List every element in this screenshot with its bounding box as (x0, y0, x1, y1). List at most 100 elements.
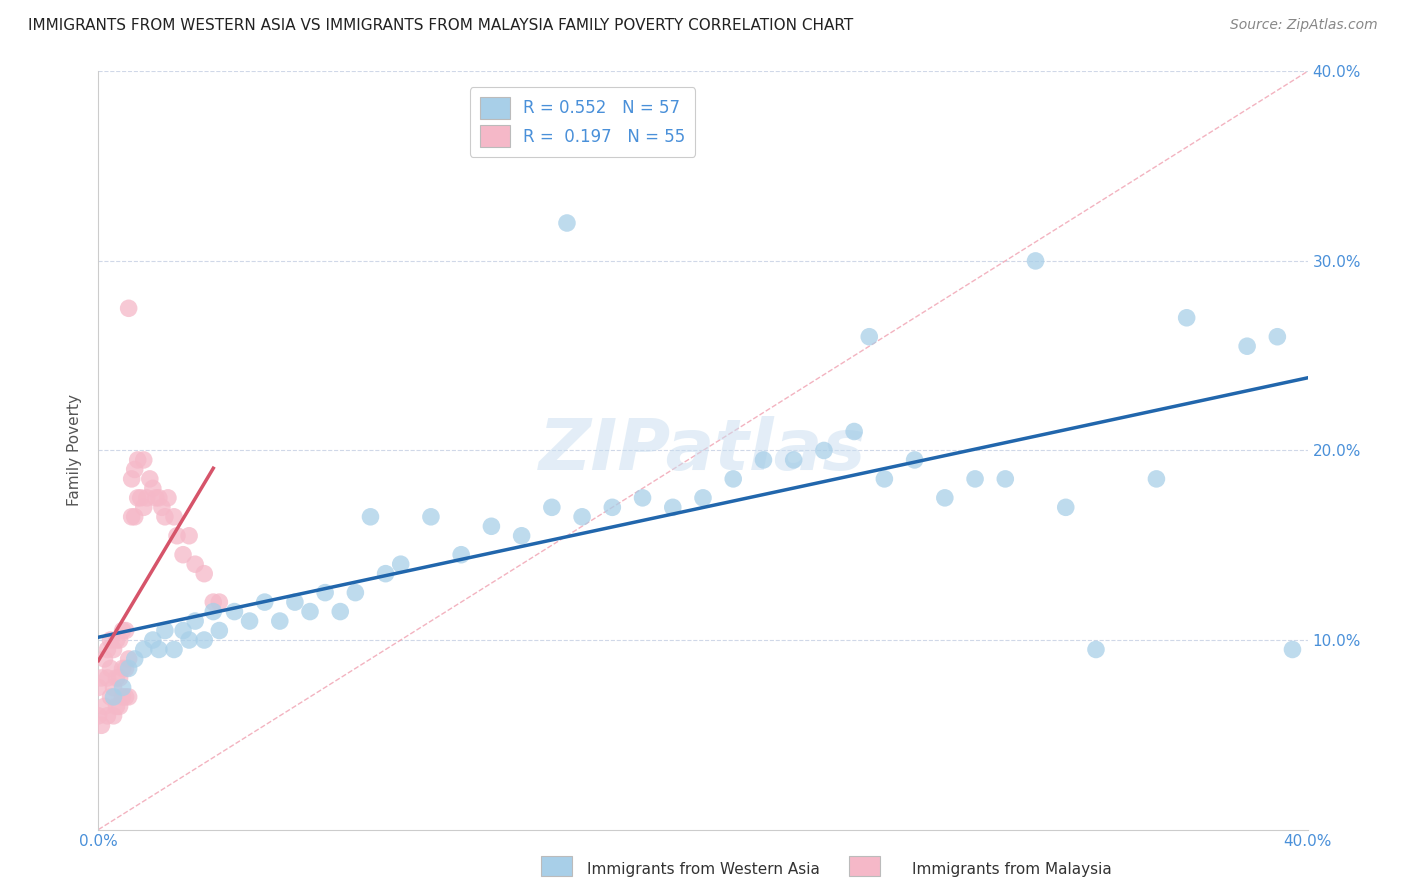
Point (111, 690, 134, 704)
Point (329, 605, 352, 619)
Point (389, 557, 412, 572)
Point (202, 605, 225, 619)
Point (374, 566, 396, 581)
Point (166, 529, 188, 543)
Point (132, 642, 155, 657)
Point (132, 500, 155, 515)
Point (269, 614, 291, 628)
Point (179, 529, 201, 543)
Point (124, 462, 146, 476)
Point (100, 690, 122, 704)
Point (360, 509, 382, 524)
Point (239, 614, 262, 628)
Text: ZIPatlas: ZIPatlas (540, 416, 866, 485)
Point (100, 661, 122, 675)
Point (1024, 254, 1046, 268)
Point (118, 652, 141, 666)
Point (139, 472, 162, 486)
Point (93, 652, 115, 666)
Point (510, 529, 533, 543)
Point (87, 681, 110, 695)
Point (142, 482, 165, 496)
Point (114, 661, 136, 675)
Point (118, 690, 141, 704)
Point (121, 509, 143, 524)
Point (114, 690, 136, 704)
Point (103, 690, 125, 704)
Point (127, 491, 149, 505)
Point (96, 708, 118, 723)
Point (692, 491, 714, 505)
Point (127, 453, 149, 467)
Point (844, 425, 866, 439)
Point (124, 509, 146, 524)
Point (148, 642, 170, 657)
Point (314, 585, 336, 599)
Text: Immigrants from Malaysia: Immigrants from Malaysia (912, 863, 1112, 877)
Point (163, 509, 186, 524)
Point (1281, 642, 1303, 657)
Point (858, 330, 880, 344)
Point (752, 453, 775, 467)
Point (96, 642, 118, 657)
Point (1267, 330, 1289, 344)
Point (1175, 310, 1198, 325)
Point (208, 624, 231, 638)
Point (150, 500, 173, 515)
Point (105, 633, 128, 648)
Point (344, 585, 367, 599)
Point (284, 595, 307, 609)
Point (129, 491, 152, 505)
Point (179, 633, 201, 648)
Point (172, 548, 194, 562)
Point (96, 671, 118, 685)
Point (208, 595, 231, 609)
Point (224, 605, 246, 619)
Point (105, 699, 128, 714)
Point (723, 472, 745, 486)
Point (103, 642, 125, 657)
Point (111, 681, 134, 695)
Point (253, 595, 276, 609)
Point (202, 595, 225, 609)
Point (555, 216, 578, 230)
Point (90, 671, 112, 685)
Point (540, 500, 562, 515)
Point (108, 633, 131, 648)
FancyBboxPatch shape (849, 856, 880, 876)
Point (103, 708, 125, 723)
Point (571, 509, 593, 524)
Point (813, 443, 835, 458)
Point (934, 491, 956, 505)
Point (108, 699, 131, 714)
Point (156, 491, 179, 505)
Point (153, 624, 176, 638)
Point (87, 708, 110, 723)
Point (153, 509, 176, 524)
Point (100, 633, 122, 648)
Point (1236, 339, 1258, 353)
Legend: R = 0.552   N = 57, R =  0.197   N = 55: R = 0.552 N = 57, R = 0.197 N = 55 (470, 87, 695, 157)
Point (111, 624, 134, 638)
Text: Immigrants from Western Asia: Immigrants from Western Asia (586, 863, 820, 877)
Point (299, 605, 322, 619)
Point (111, 661, 134, 675)
Point (135, 491, 157, 505)
Point (108, 671, 131, 685)
Point (114, 624, 136, 638)
Point (90, 718, 112, 732)
Point (994, 472, 1017, 486)
Point (661, 500, 683, 515)
Point (142, 633, 165, 648)
Point (1144, 472, 1167, 486)
Y-axis label: Family Poverty: Family Poverty (67, 394, 83, 507)
Point (118, 661, 141, 675)
Point (631, 491, 654, 505)
Point (105, 671, 128, 685)
Point (118, 301, 141, 316)
Point (184, 614, 207, 628)
Point (193, 566, 215, 581)
Point (184, 557, 207, 572)
Point (132, 453, 155, 467)
Text: IMMIGRANTS FROM WESTERN ASIA VS IMMIGRANTS FROM MALAYSIA FAMILY POVERTY CORRELAT: IMMIGRANTS FROM WESTERN ASIA VS IMMIGRAN… (28, 18, 853, 33)
